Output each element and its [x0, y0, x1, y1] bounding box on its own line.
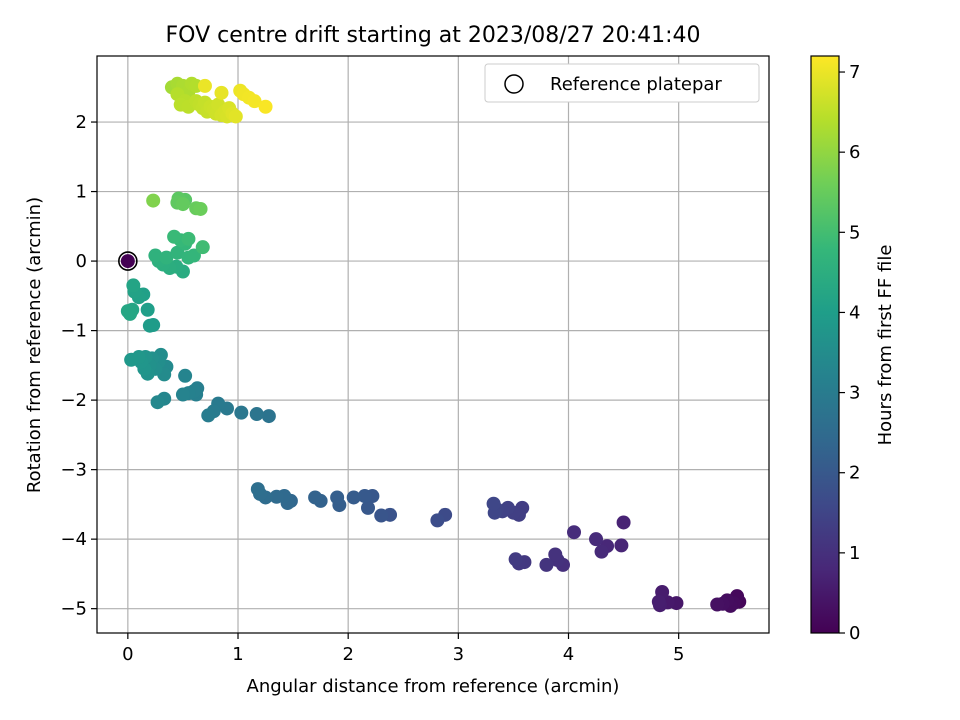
legend-marker-icon — [504, 74, 524, 94]
data-point — [234, 405, 249, 420]
data-point — [124, 352, 139, 367]
data-point — [594, 544, 609, 559]
data-point — [548, 547, 563, 562]
data-point — [651, 594, 666, 609]
data-point — [159, 250, 174, 265]
data-point — [261, 409, 276, 424]
x-tick-label: 1 — [232, 644, 243, 665]
data-point — [193, 201, 208, 216]
x-tick-label: 0 — [122, 644, 133, 665]
data-point — [228, 109, 243, 124]
data-point — [249, 407, 264, 422]
legend-entry-reference: Reference platepar — [550, 74, 722, 95]
colorbar-tick-label: 4 — [849, 302, 860, 323]
data-point — [175, 197, 190, 212]
colorbar: 0 1 2 3 4 5 6 7 Hours from first FF file — [810, 55, 896, 644]
data-point — [214, 85, 229, 100]
colorbar-gradient — [811, 56, 839, 633]
colorbar-tick-label: 7 — [849, 62, 860, 83]
x-tick-label: 4 — [563, 644, 574, 665]
reference-marker — [118, 251, 138, 271]
reference-point-ring — [118, 251, 138, 271]
data-point — [589, 532, 604, 547]
data-point — [430, 513, 445, 528]
data-point — [616, 515, 631, 530]
data-point — [374, 508, 389, 523]
data-point — [486, 496, 501, 511]
chart-title: FOV centre drift starting at 2023/08/27 … — [166, 23, 701, 48]
y-tick-label: 2 — [76, 112, 87, 133]
reference-point-dot — [120, 254, 135, 269]
data-point — [361, 500, 376, 515]
x-tick-label: 5 — [673, 644, 684, 665]
data-point — [181, 231, 196, 246]
data-point — [148, 248, 163, 263]
x-axis-ticks: 0 1 2 3 4 5 — [122, 633, 684, 665]
x-axis-label: Angular distance from reference (arcmin) — [247, 676, 620, 697]
data-point — [175, 387, 190, 402]
y-tick-label: −1 — [60, 321, 87, 342]
colorbar-tick-label: 6 — [849, 142, 860, 163]
data-point — [195, 240, 210, 255]
data-point — [140, 302, 155, 317]
colorbar-tick-label: 5 — [849, 222, 860, 243]
data-point — [201, 408, 216, 423]
colorbar-frame — [810, 55, 840, 634]
data-point — [357, 489, 372, 504]
colorbar-tick-label: 0 — [849, 623, 860, 644]
y-axis-label: Rotation from reference (arcmin) — [24, 197, 45, 493]
data-point — [539, 557, 554, 572]
colorbar-ticks: 0 1 2 3 4 5 6 7 — [839, 62, 860, 644]
plot-frame — [96, 55, 770, 634]
colorbar-label: Hours from first FF file — [875, 245, 896, 446]
data-point — [614, 538, 629, 553]
data-point — [508, 552, 523, 567]
data-point — [250, 482, 265, 497]
data-point — [150, 395, 165, 410]
y-axis-ticks: −5 −4 −3 −2 −1 0 1 2 — [60, 112, 97, 620]
data-point — [567, 525, 582, 540]
data-point — [330, 490, 345, 505]
data-point — [710, 597, 725, 612]
data-point — [308, 490, 323, 505]
y-tick-label: 0 — [76, 251, 87, 272]
x-tick-label: 3 — [453, 644, 464, 665]
y-tick-label: 1 — [76, 182, 87, 203]
data-point — [142, 318, 157, 333]
data-point — [126, 278, 141, 293]
legend: Reference platepar — [484, 63, 760, 103]
y-tick-label: −4 — [60, 529, 87, 550]
colorbar-tick-label: 1 — [849, 543, 860, 564]
colorbar-tick-label: 2 — [849, 463, 860, 484]
data-point — [346, 490, 361, 505]
data-point — [197, 78, 212, 93]
data-point — [269, 489, 284, 504]
y-tick-label: −3 — [60, 460, 87, 481]
data-point — [247, 94, 262, 109]
data-point — [186, 248, 201, 263]
colorbar-tick-label: 3 — [849, 383, 860, 404]
grid-lines — [97, 56, 769, 633]
x-tick-label: 2 — [342, 644, 353, 665]
data-point — [120, 304, 135, 319]
y-tick-label: −5 — [60, 599, 87, 620]
legend-box — [484, 63, 760, 103]
y-tick-label: −2 — [60, 390, 87, 411]
data-point — [146, 193, 161, 208]
data-point — [167, 229, 182, 244]
data-point — [178, 368, 193, 383]
data-point — [258, 99, 273, 114]
data-points — [120, 76, 747, 613]
